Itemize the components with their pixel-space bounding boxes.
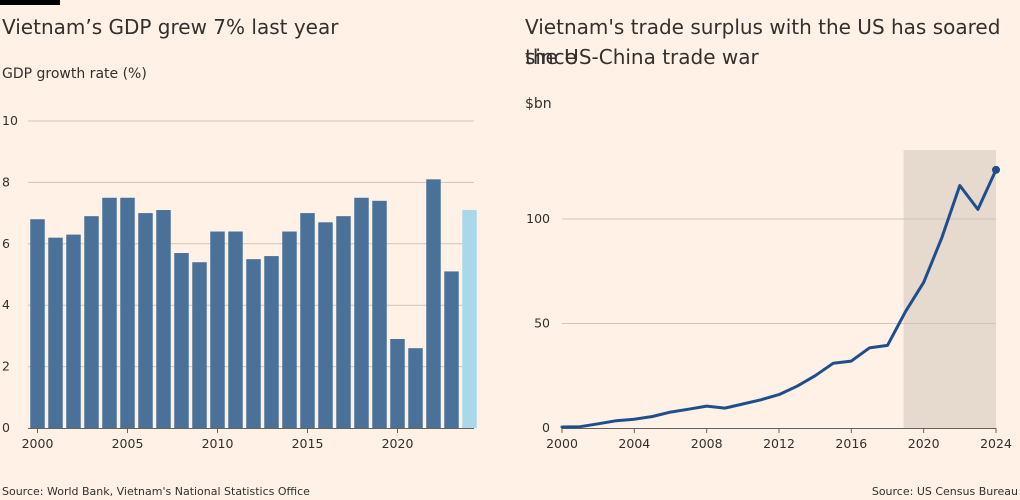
shaded-trade-war-period — [903, 150, 996, 428]
x-tick-label: 2020 — [908, 436, 940, 451]
bar-2007 — [156, 210, 171, 428]
y-tick-label: 6 — [2, 236, 10, 251]
x-tick-label: 2012 — [763, 436, 795, 451]
left-chart-title: Vietnam’s GDP grew 7% last year — [2, 15, 339, 39]
x-tick-label: 2010 — [202, 436, 234, 451]
y-tick-label: 0 — [2, 420, 10, 435]
brand-bar — [0, 0, 60, 5]
bar-2018 — [354, 197, 369, 428]
left-chart-unit: GDP growth rate (%) — [2, 66, 147, 82]
x-tick-label: 2000 — [22, 436, 54, 451]
bar-2000 — [30, 219, 45, 428]
x-tick-label: 2020 — [382, 436, 414, 451]
series-end-marker — [992, 165, 1000, 174]
bar-2013 — [264, 256, 279, 428]
bar-2011 — [228, 231, 243, 428]
y-tick-label: 0 — [542, 420, 550, 435]
bar-2020 — [390, 338, 405, 428]
bar-2006 — [138, 213, 153, 428]
bar-2023 — [444, 271, 459, 428]
bar-2017 — [336, 216, 351, 428]
bar-2012 — [246, 259, 261, 428]
y-tick-label: 100 — [526, 211, 550, 226]
bar-2001 — [48, 237, 63, 428]
bar-2015 — [300, 213, 315, 428]
x-tick-label: 2008 — [691, 436, 723, 451]
bar-2024 — [462, 210, 477, 428]
right-chart-title-line1: Vietnam's trade surplus with the US has … — [525, 15, 1001, 69]
bar-2008 — [174, 253, 189, 428]
trade-surplus-series-line — [560, 168, 998, 429]
bar-2004 — [102, 197, 117, 428]
x-tick-label: 2024 — [980, 436, 1012, 451]
x-tick-label: 2015 — [292, 436, 324, 451]
right-chart-unit: $bn — [525, 96, 552, 112]
bar-2005 — [120, 197, 135, 428]
bar-2009 — [192, 262, 207, 428]
x-tick-label: 2000 — [546, 436, 578, 451]
right-chart-source: Source: US Census Bureau — [871, 485, 1018, 498]
y-tick-label: 4 — [2, 297, 10, 312]
y-tick-label: 50 — [534, 315, 550, 330]
bar-2010 — [210, 231, 225, 428]
left-chart-source: Source: World Bank, Vietnam's National S… — [2, 485, 310, 498]
right-chart-title-line2: the US-China trade war — [525, 45, 759, 69]
bar-2014 — [282, 231, 297, 428]
y-tick-label: 2 — [2, 359, 10, 374]
y-tick-label: 10 — [2, 113, 18, 128]
bar-2002 — [66, 234, 81, 428]
bar-2022 — [426, 179, 441, 428]
x-tick-label: 2005 — [112, 436, 144, 451]
bar-2019 — [372, 200, 387, 428]
x-tick-label: 2016 — [835, 436, 867, 451]
bar-2021 — [408, 348, 423, 428]
bar-2003 — [84, 216, 99, 428]
y-tick-label: 8 — [2, 174, 10, 189]
x-tick-label: 2004 — [618, 436, 650, 451]
bar-2016 — [318, 222, 333, 428]
